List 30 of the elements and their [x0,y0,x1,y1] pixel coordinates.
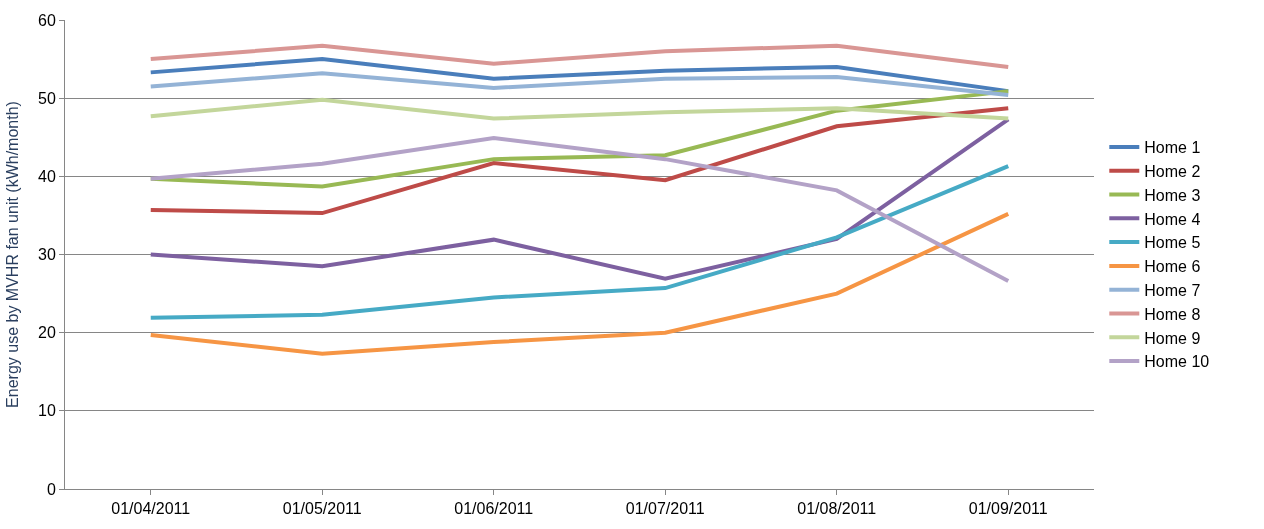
x-tick-label: 01/09/2011 [968,500,1048,518]
legend-label: Home 5 [1144,234,1201,252]
legend-label: Home 6 [1144,258,1201,276]
y-tick-label: 20 [38,324,56,342]
x-tick-label: 01/05/2011 [282,500,362,518]
y-tick-label: 60 [38,11,56,29]
legend-label: Home 4 [1144,210,1201,228]
legend-label: Home 3 [1144,186,1201,204]
line-series [148,71,1011,98]
y-tick-label: 40 [38,167,56,185]
y-axis-title: Energy use by MVHR fan unit (kWh/month) [3,101,21,408]
x-tick-label: 01/08/2011 [797,500,877,518]
legend-label: Home 8 [1144,305,1201,323]
x-tick-label: 01/07/2011 [625,500,705,518]
y-tick-label: 10 [38,402,56,420]
legend-label: Home 10 [1144,353,1210,371]
line-series [148,97,1011,121]
line-series [148,164,1011,320]
legend-label: Home 2 [1144,162,1201,180]
y-tick-label: 0 [46,480,56,498]
line-series [148,211,1011,356]
x-tick-label: 01/06/2011 [454,500,534,518]
line-series [148,43,1011,69]
legend-label: Home 1 [1144,139,1201,157]
y-tick-label: 30 [38,246,56,264]
x-tick-label: 01/04/2011 [111,500,191,518]
y-tick-label: 50 [38,89,56,107]
legend-label: Home 7 [1144,281,1201,299]
line-series [148,106,1011,216]
legend-label: Home 9 [1144,329,1201,347]
